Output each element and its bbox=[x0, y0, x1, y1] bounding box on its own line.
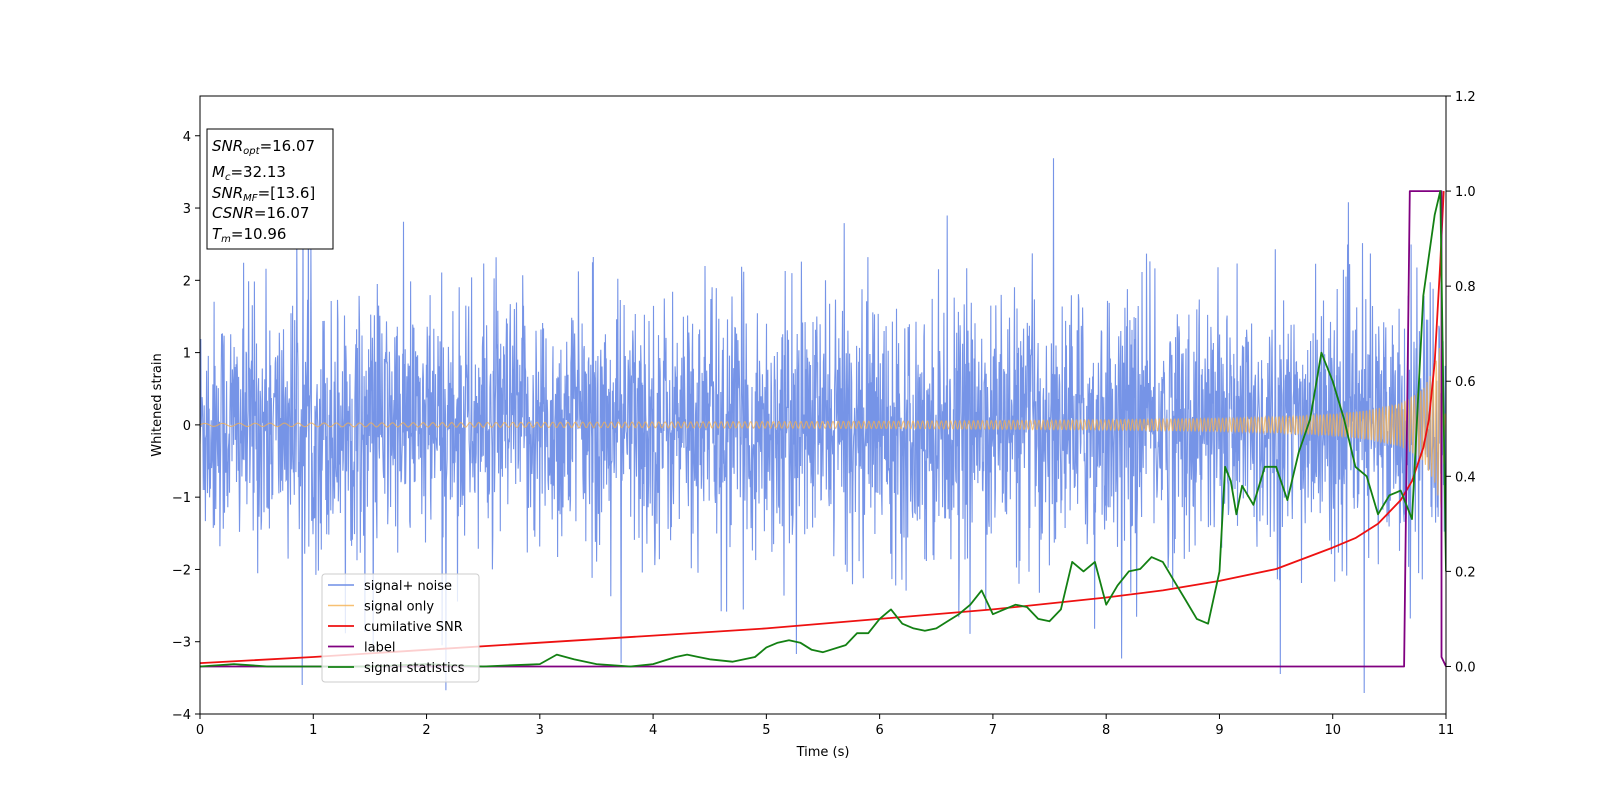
series-signal-only bbox=[200, 347, 1446, 508]
legend-label: label bbox=[364, 641, 395, 656]
y-axis-label: Whitened strain bbox=[150, 353, 165, 456]
x-axis-ticks: 0 1 2 3 4 5 6 7 8 9 10 11 bbox=[196, 714, 1454, 738]
annotation-snr-opt: SNRopt=16.07 bbox=[212, 137, 315, 157]
annotation-snr-mf: SNRMF=[13.6] bbox=[212, 184, 315, 204]
y-tick-label: −3 bbox=[172, 636, 191, 651]
legend-signal-statistics: signal statistics bbox=[364, 661, 465, 676]
y-tick-label: 0 bbox=[183, 419, 191, 434]
annotation-mc: Mc=32.13 bbox=[212, 163, 286, 183]
x-tick-label: 1 bbox=[309, 723, 317, 738]
y2-axis-ticks: 0.0 0.2 0.4 0.6 0.8 1.0 1.2 bbox=[1446, 90, 1476, 675]
legend-signal-only: signal only bbox=[364, 600, 434, 615]
series-cumulative-snr bbox=[200, 191, 1445, 664]
y-tick-label: 2 bbox=[183, 274, 191, 289]
y-tick-label: 1 bbox=[183, 347, 191, 362]
y-tick-label: −1 bbox=[172, 491, 191, 506]
annotation-tm: Tm=10.96 bbox=[212, 225, 286, 245]
y2-tick-label: 0.4 bbox=[1455, 470, 1476, 485]
series-signal-statistics bbox=[200, 190, 1446, 668]
y-tick-label: 4 bbox=[183, 130, 191, 145]
y2-tick-label: 1.0 bbox=[1455, 185, 1476, 200]
y2-tick-label: 0.6 bbox=[1455, 375, 1476, 390]
y2-tick-label: 1.2 bbox=[1455, 90, 1476, 105]
series-layer bbox=[200, 158, 1446, 694]
y-tick-label: −4 bbox=[172, 708, 191, 723]
x-tick-label: 2 bbox=[422, 723, 430, 738]
series-signal-noise bbox=[200, 158, 1446, 694]
x-tick-label: 6 bbox=[875, 723, 883, 738]
series-label bbox=[200, 190, 1446, 668]
x-tick-label: 9 bbox=[1215, 723, 1223, 738]
x-tick-label: 5 bbox=[762, 723, 770, 738]
x-axis-label: Time (s) bbox=[796, 745, 850, 760]
x-tick-label: 3 bbox=[536, 723, 544, 738]
legend: signal+ noise signal only cumilative SNR la… bbox=[321, 573, 480, 683]
y-axis-ticks: −4 −3 −2 −1 0 1 2 3 4 bbox=[172, 130, 200, 723]
y2-tick-label: 0.2 bbox=[1455, 565, 1476, 580]
legend-cumulative-snr: cumilative SNR bbox=[364, 620, 463, 635]
x-tick-label: 11 bbox=[1438, 723, 1455, 738]
y2-tick-label: 0.8 bbox=[1455, 280, 1476, 295]
annotation-box: SNRopt=16.07 Mc=32.13 SNRMF=[13.6] CSNR=… bbox=[206, 128, 334, 250]
x-tick-label: 10 bbox=[1324, 723, 1341, 738]
annotation-csnr: CSNR=16.07 bbox=[212, 204, 309, 222]
x-tick-label: 7 bbox=[989, 723, 997, 738]
y-tick-label: −2 bbox=[172, 563, 191, 578]
x-tick-label: 0 bbox=[196, 723, 204, 738]
y-tick-label: 3 bbox=[183, 202, 191, 217]
x-tick-label: 8 bbox=[1102, 723, 1110, 738]
x-tick-label: 4 bbox=[649, 723, 657, 738]
legend-signal-noise: signal+ noise bbox=[364, 579, 452, 594]
y2-tick-label: 0.0 bbox=[1455, 660, 1476, 675]
plot-frame bbox=[199, 95, 1447, 715]
